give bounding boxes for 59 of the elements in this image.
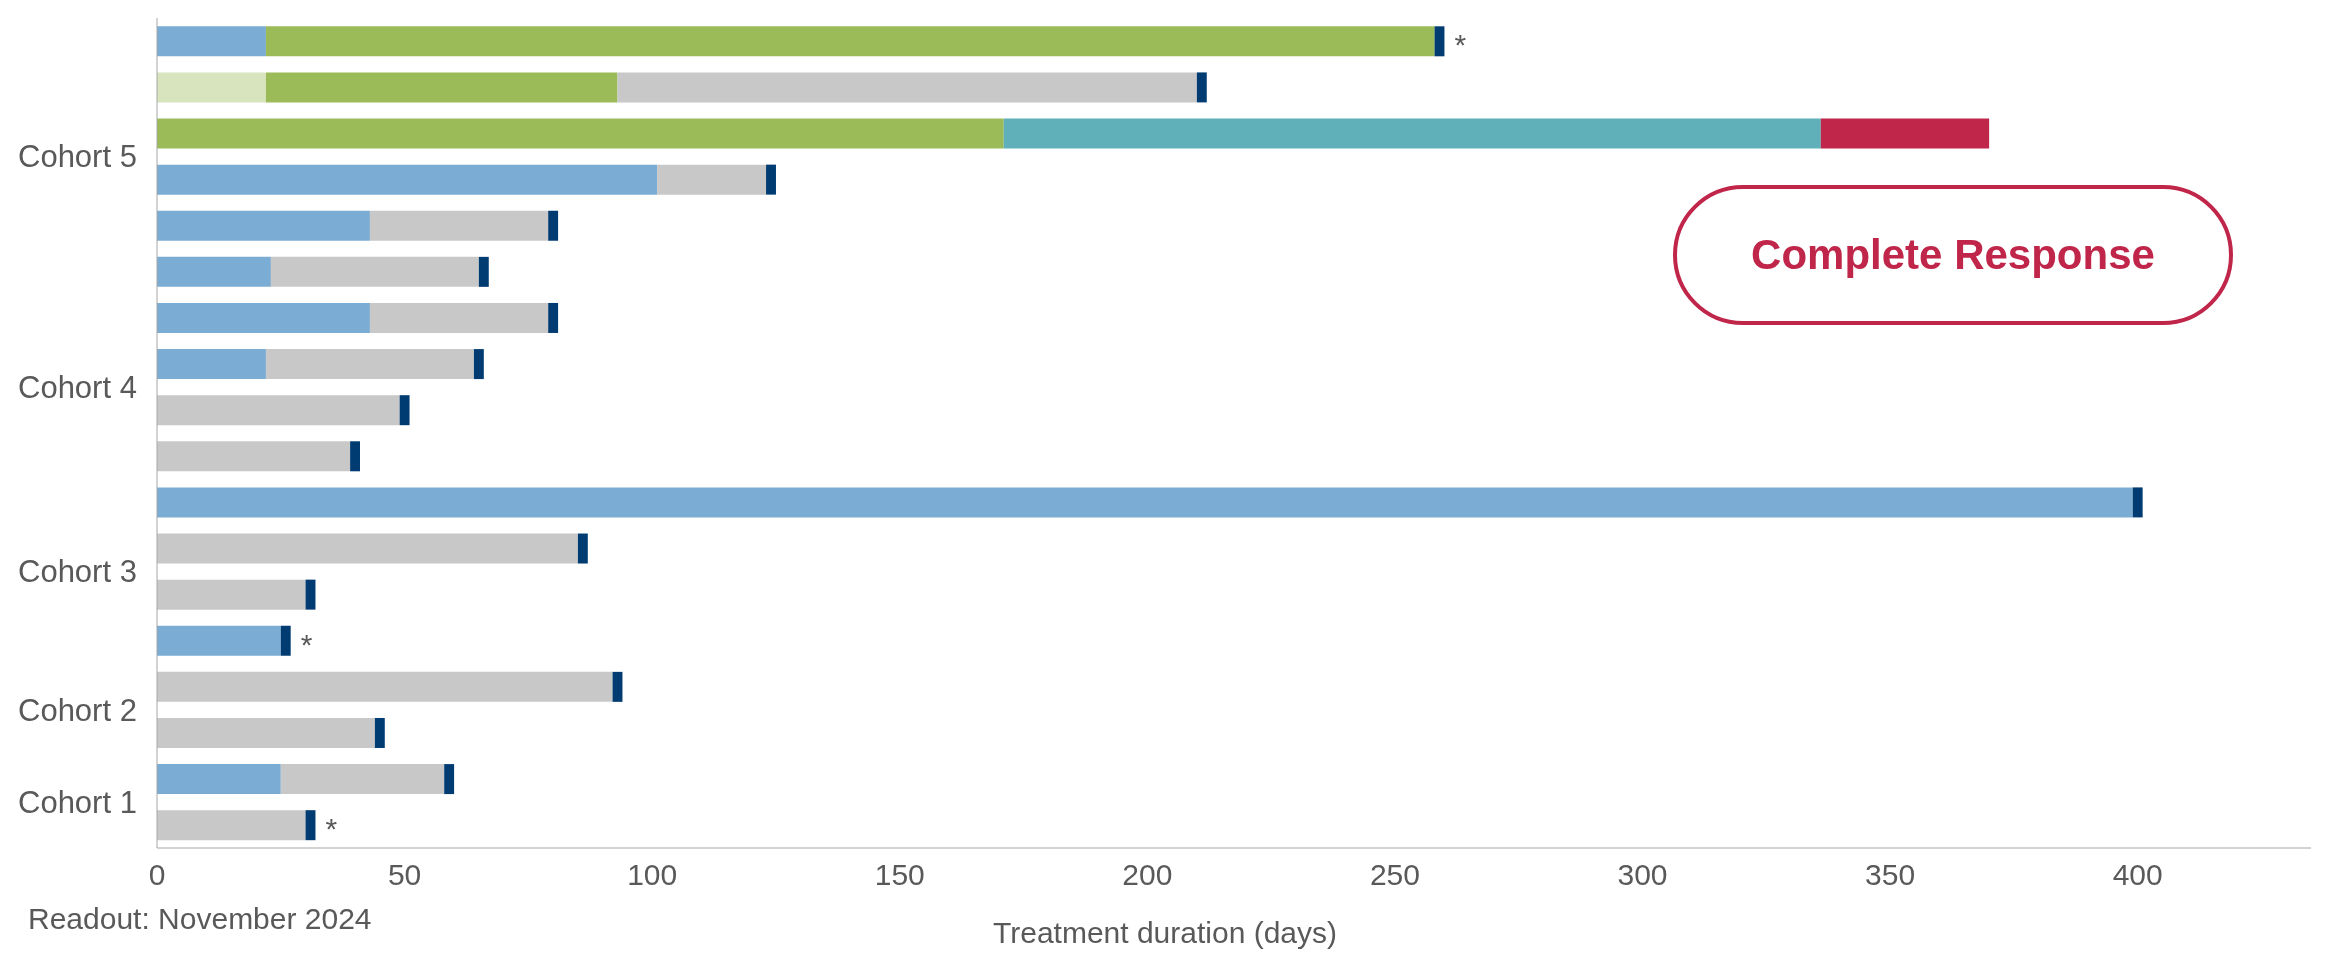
- data-label: *: [1454, 28, 1467, 62]
- bar: [157, 210, 370, 241]
- bar: [478, 256, 489, 287]
- bar: [157, 164, 658, 195]
- bar: [473, 349, 484, 380]
- x-axis-title: Treatment duration (days): [993, 916, 1338, 950]
- bar: [157, 764, 281, 795]
- bar: [548, 302, 559, 333]
- bar: [157, 487, 2133, 518]
- bar: [369, 302, 549, 333]
- bar: [2132, 487, 2143, 518]
- x-tick-label: 350: [1865, 858, 1916, 892]
- bar: [1003, 118, 1821, 149]
- text: Readout: November 2024: [28, 902, 372, 936]
- bar: [399, 395, 410, 426]
- bar: [369, 210, 549, 241]
- annotation: Complete Response: [1751, 231, 2155, 279]
- bar: [270, 256, 479, 287]
- bar: [548, 210, 559, 241]
- y-tick-label: Cohort 3: [18, 554, 137, 590]
- bar: [350, 441, 361, 472]
- x-tick-label: 400: [2112, 858, 2163, 892]
- x-tick-label: 100: [627, 858, 678, 892]
- bar: [265, 26, 1435, 57]
- bar: [157, 625, 281, 656]
- data-label: *: [300, 627, 313, 661]
- bar: [374, 717, 385, 748]
- bar: [265, 349, 474, 380]
- x-tick-label: 150: [874, 858, 925, 892]
- x-tick-label: 250: [1369, 858, 1420, 892]
- bar: [1434, 26, 1445, 57]
- bar: [766, 164, 776, 195]
- bar: [1820, 118, 1990, 149]
- bar: [157, 26, 266, 57]
- bar: [157, 118, 1004, 149]
- bar: [577, 533, 588, 564]
- bar: [305, 810, 316, 841]
- bar: [1196, 72, 1207, 103]
- y-tick-label: Cohort 4: [18, 369, 137, 405]
- bar: [280, 764, 445, 795]
- x-tick-label: 300: [1617, 858, 1668, 892]
- bar: [612, 671, 623, 702]
- bar: [305, 579, 316, 610]
- bar: [657, 164, 767, 195]
- y-tick-label: Cohort 5: [18, 139, 137, 175]
- bar: [280, 625, 291, 656]
- bar: [157, 349, 266, 380]
- data-label: *: [325, 812, 338, 846]
- x-tick-label: 0: [148, 858, 166, 892]
- rounded-outline: Complete Response: [1673, 185, 2233, 325]
- y-tick-label: Cohort 1: [18, 784, 137, 820]
- x-tick-label: 50: [387, 858, 422, 892]
- bar: [157, 256, 271, 287]
- x-tick-label: 200: [1122, 858, 1173, 892]
- bar: [444, 764, 455, 795]
- bar: [157, 302, 370, 333]
- bar: [265, 72, 618, 103]
- bar: [157, 72, 266, 103]
- y-tick-label: Cohort 2: [18, 692, 137, 728]
